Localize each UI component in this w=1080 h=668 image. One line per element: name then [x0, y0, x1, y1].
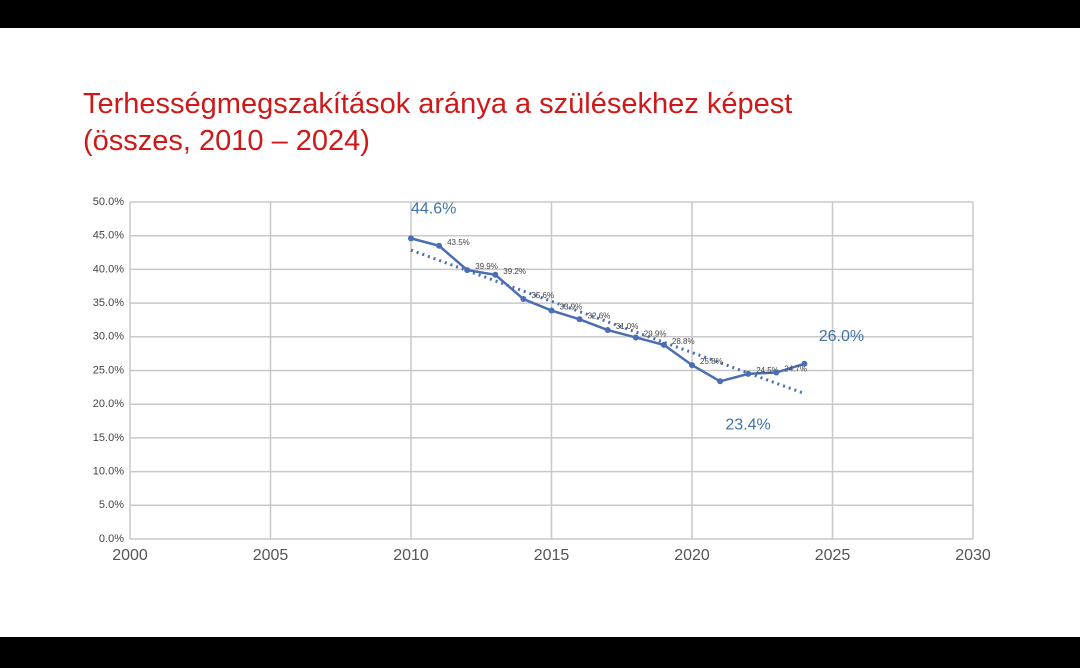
chart-title: Terhességmegszakítások aránya a szülések…: [83, 88, 792, 120]
x-tick-label: 2015: [534, 547, 570, 564]
x-tick-label: 2030: [955, 547, 991, 564]
data-label: 23.4%: [725, 417, 770, 434]
data-label: 26.0%: [819, 328, 864, 345]
x-tick-label: 2025: [815, 547, 851, 564]
bottom-bar: [0, 637, 1080, 668]
y-tick-label: 5.0%: [99, 499, 124, 511]
data-point: [717, 378, 724, 385]
data-point: [660, 341, 667, 348]
y-tick-label: 15.0%: [93, 432, 124, 444]
data-label: 31.0%: [616, 322, 639, 331]
data-point: [689, 362, 695, 369]
x-tick-label: 2020: [674, 547, 710, 564]
data-label: 43.5%: [447, 238, 470, 247]
data-label: 44.6%: [411, 201, 456, 218]
y-tick-label: 10.0%: [93, 466, 124, 478]
x-tick-label: 2000: [112, 547, 148, 564]
data-point: [604, 327, 611, 334]
data-label: 24.5%: [756, 366, 779, 375]
y-tick-label: 25.0%: [93, 364, 124, 376]
data-point: [576, 316, 583, 323]
x-tick-label: 2010: [393, 547, 429, 564]
data-label: 24.7%: [784, 365, 807, 374]
y-tick-label: 30.0%: [93, 331, 124, 343]
y-tick-label: 40.0%: [93, 263, 124, 275]
data-label: 32.6%: [588, 311, 611, 320]
top-bar: [0, 0, 1080, 28]
data-line: [410, 237, 805, 383]
data-point: [436, 242, 443, 249]
chart-subtitle: (összes, 2010 – 2024): [83, 125, 370, 157]
y-tick-label: 45.0%: [93, 230, 124, 242]
y-tick-label: 35.0%: [93, 297, 124, 309]
data-label: 25.8%: [700, 357, 723, 366]
data-label: 39.2%: [503, 267, 526, 276]
y-tick-label: 0.0%: [99, 533, 124, 545]
data-point: [408, 235, 414, 242]
data-label: 33.9%: [560, 303, 583, 312]
data-point: [548, 307, 555, 314]
data-point: [773, 369, 780, 376]
data-label: 39.9%: [475, 262, 498, 271]
data-point: [492, 271, 499, 278]
data-point: [632, 334, 639, 341]
y-tick-label: 50.0%: [93, 196, 124, 208]
data-point: [464, 267, 471, 274]
data-point: [801, 360, 808, 367]
x-tick-label: 2005: [253, 547, 289, 564]
trendline: [410, 248, 805, 395]
data-point: [520, 296, 527, 303]
data-label: 35.6%: [531, 291, 554, 300]
data-point: [745, 370, 752, 377]
data-label: 29.9%: [644, 330, 667, 339]
data-label: 28.8%: [672, 337, 695, 346]
y-tick-label: 20.0%: [93, 398, 124, 410]
